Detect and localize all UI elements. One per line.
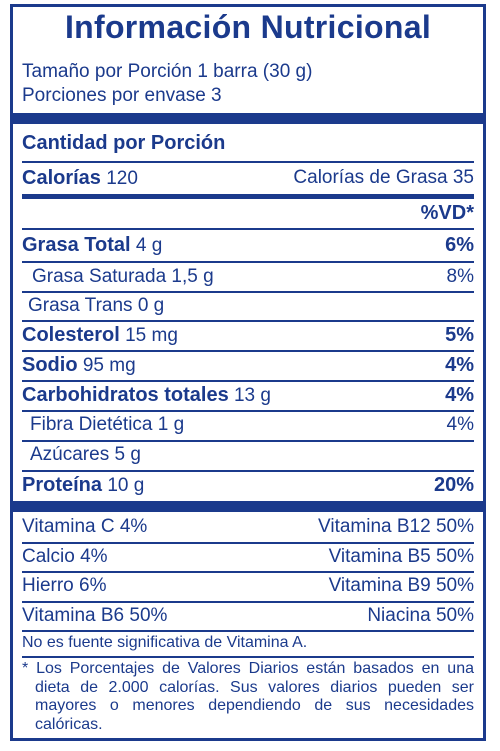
nutrient-dv: 5%: [445, 324, 474, 346]
nutrient-name: Sodio: [22, 354, 78, 376]
dv-header-row: %VD*: [22, 201, 474, 225]
nutrient-row-total-fat: Grasa Total 4 g 6%: [22, 233, 474, 258]
amount-per-serving-header: Cantidad por Porción: [22, 131, 474, 156]
nutrient-name: Carbohidratos totales: [22, 384, 229, 406]
vitamin-row: Calcio 4% Vitamina B5 50%: [22, 545, 474, 569]
nutrient-amount: 10 g: [107, 475, 145, 496]
nutrient-amount: 1,5 g: [171, 266, 214, 287]
dv-header: %VD*: [420, 202, 474, 224]
nutrient-name: Colesterol: [22, 324, 120, 346]
nutrient-dv: 4%: [445, 384, 474, 406]
calories-label: Calorías: [22, 167, 101, 189]
nutrient-name: Grasa Saturada: [32, 266, 167, 287]
thick-divider: [13, 501, 483, 512]
nutrient-amount: 5 g: [114, 444, 141, 465]
vitamin-right: Vitamina B9 50%: [328, 575, 474, 596]
divider: [22, 161, 474, 163]
vitamin-row: Vitamina C 4% Vitamina B12 50%: [22, 515, 474, 539]
nutrient-amount: 0 g: [137, 295, 165, 316]
vitamin-left: Vitamina B6 50%: [22, 605, 168, 626]
divider: [22, 656, 474, 658]
nutrient-row-trans-fat: Grasa Trans 0 g: [22, 294, 474, 318]
nutrient-dv: 8%: [446, 266, 474, 287]
divider: [22, 470, 474, 472]
vitamin-right: Vitamina B5 50%: [328, 546, 474, 567]
divider: [22, 410, 474, 412]
nutrient-amount: 4 g: [135, 235, 163, 256]
nutrient-row-sugars: Azúcares 5 g: [22, 443, 474, 467]
nutrition-facts-panel: Información Nutricional Tamaño por Porci…: [10, 4, 486, 741]
panel-title: Información Nutricional: [64, 9, 432, 45]
divider: [22, 350, 474, 352]
servings-per-container: Porciones por envase 3: [22, 85, 222, 106]
thick-divider: [13, 113, 483, 124]
nutrient-name: Grasa Trans: [28, 295, 133, 316]
nutrient-dv: 6%: [445, 234, 474, 256]
divider: [22, 571, 474, 573]
nutrient-dv: 4%: [445, 354, 474, 376]
divider: [22, 228, 474, 230]
divider: [22, 380, 474, 382]
nutrient-amount: 95 mg: [82, 355, 136, 376]
vitamin-right: Vitamina B12 50%: [318, 516, 474, 537]
nutrient-amount: 13 g: [233, 385, 271, 406]
divider: [22, 291, 474, 293]
nutrient-row-sodium: Sodio 95 mg 4%: [22, 353, 474, 378]
nutrient-dv: 20%: [433, 474, 474, 496]
divider: [22, 440, 474, 442]
calories-value: 120: [106, 168, 138, 189]
nutrient-row-protein: Proteína 10 g 20%: [22, 473, 474, 498]
serving-size: Tamaño por Porción 1 barra (30 g): [22, 61, 313, 82]
nutrient-name: Azúcares: [30, 444, 110, 465]
nutrient-row-fiber: Fibra Dietética 1 g 4%: [22, 413, 474, 437]
nutrient-row-saturated-fat: Grasa Saturada 1,5 g 8%: [22, 265, 474, 289]
nutrient-name: Grasa Total: [22, 234, 131, 256]
nutrient-name: Fibra Dietética: [30, 414, 153, 435]
divider: [22, 630, 474, 632]
vitamin-left: Hierro 6%: [22, 575, 107, 596]
medium-divider: [22, 194, 474, 199]
nutrient-row-cholesterol: Colesterol 15 mg 5%: [22, 323, 474, 348]
amount-header-label: Cantidad por Porción: [22, 132, 226, 154]
nutrient-amount: 15 mg: [125, 325, 178, 346]
nutrient-amount: 1 g: [157, 414, 185, 435]
vitamin-left: Vitamina C 4%: [22, 516, 148, 537]
nutrient-row-carbohydrates: Carbohidratos totales 13 g 4%: [22, 383, 474, 408]
vitamin-right: Niacina 50%: [367, 605, 474, 626]
daily-value-footnote: * Los Porcentajes de Valores Diarios est…: [22, 660, 474, 733]
vitamin-a-note: No es fuente significativa de Vitamina A…: [22, 634, 308, 651]
nutrient-name: Proteína: [22, 474, 103, 496]
divider: [22, 601, 474, 603]
vitamin-row: Hierro 6% Vitamina B9 50%: [22, 574, 474, 598]
divider: [22, 320, 474, 322]
vitamin-left: Calcio 4%: [22, 546, 108, 567]
vitamin-row: Vitamina B6 50% Niacina 50%: [22, 604, 474, 628]
divider: [22, 261, 474, 263]
fat-calories: Calorías de Grasa 35: [293, 167, 474, 188]
nutrient-dv: 4%: [446, 414, 474, 435]
calories-row: Calorías 120 Calorías de Grasa 35: [22, 166, 474, 191]
divider: [22, 542, 474, 544]
